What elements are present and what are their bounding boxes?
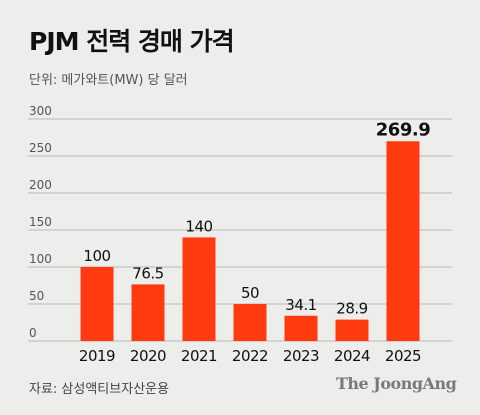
y-tick-label: 200 [29, 178, 52, 192]
bar [386, 141, 420, 341]
y-tick-label: 50 [29, 289, 44, 303]
bar [284, 315, 318, 341]
bar [335, 319, 369, 341]
y-tick-label: 250 [29, 141, 52, 155]
bar [80, 267, 114, 341]
bar [233, 304, 267, 341]
value-label: 140 [185, 217, 212, 235]
x-tick-label: 2019 [79, 347, 115, 365]
value-label: 34.1 [285, 296, 316, 314]
x-tick-label: 2021 [181, 347, 217, 365]
unit-label: 단위: 메가와트(MW) 당 달러 [29, 73, 188, 88]
value-label: 50 [241, 284, 259, 302]
chart-title: PJM 전력 경매 가격 [29, 27, 235, 56]
x-tick-label: 2025 [385, 347, 421, 365]
y-tick-label: 100 [29, 252, 52, 266]
y-tick-label: 0 [29, 326, 37, 340]
y-tick-label: 300 [29, 104, 52, 118]
bar [131, 284, 165, 341]
source-note: 자료: 삼성액티브자산운용 [29, 382, 170, 397]
x-tick-label: 2023 [283, 347, 319, 365]
publisher-logo: The JoongAng [336, 374, 457, 393]
bars [80, 141, 420, 341]
y-tick-label: 150 [29, 215, 52, 229]
y-axis-ticks: 0 50 100 150 200 250 300 [29, 104, 52, 340]
bar [182, 237, 216, 341]
value-labels: 100 76.5 140 50 34.1 28.9 269.9 [83, 119, 430, 317]
x-tick-label: 2022 [232, 347, 268, 365]
x-tick-label: 2020 [130, 347, 166, 365]
value-label: 76.5 [132, 264, 163, 282]
value-label: 100 [83, 247, 110, 265]
x-axis-ticks: 2019 2020 2021 2022 2023 2024 2025 [79, 347, 422, 365]
x-tick-label: 2024 [334, 347, 370, 365]
value-label: 28.9 [336, 300, 367, 318]
value-label: 269.9 [376, 119, 430, 140]
